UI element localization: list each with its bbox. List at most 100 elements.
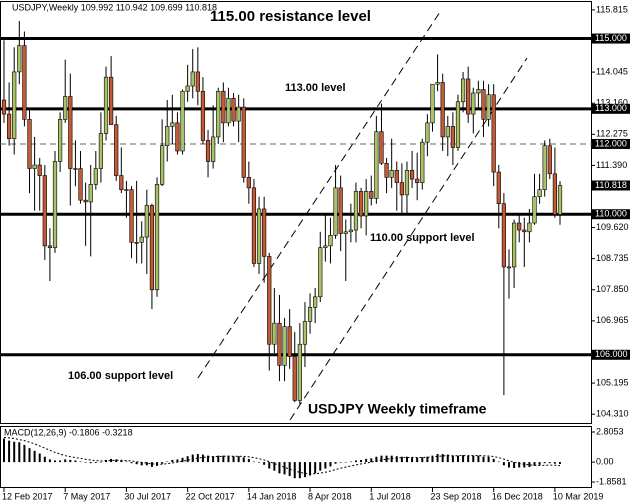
macd-bar [258,462,261,463]
macd-bar [8,440,11,463]
y-tick-label: 105.195 [596,377,629,387]
macd-bar [360,459,363,463]
macd-bar [181,457,184,463]
candle-body [211,136,216,162]
price-label: 110.818 [595,180,627,190]
y-tick-label: 104.310 [596,409,629,419]
candle-body [205,140,211,162]
y-tick-label: 109.620 [596,222,629,232]
macd-bar [263,462,266,465]
macd-bar [43,456,46,463]
candle-body [267,256,272,345]
candle-body [389,170,394,178]
candle-body [297,343,302,401]
price-label-box [592,33,630,44]
candle-body [364,191,369,217]
candle-body [547,145,552,175]
macd-bar [74,460,77,463]
price-label-box [592,103,630,114]
macd-bar [13,441,16,463]
candle-body [496,171,501,204]
candle-body [37,164,42,176]
candle-body [216,90,221,138]
candle-body [134,242,139,244]
candle-body [374,131,379,199]
macd-bar [421,457,424,463]
candle-body [399,182,404,196]
macd-bar [497,461,500,463]
macd-bar [482,456,485,463]
macd-bar [334,462,337,464]
price-label-box [592,349,630,360]
macd-bar [237,456,240,463]
macd-bar [64,459,67,463]
macd-bar [451,455,454,463]
macd-bar [380,455,383,463]
macd-bar [548,462,551,464]
y-tick-label: 115.815 [596,4,628,14]
macd-bar [426,456,429,463]
macd-bar [150,462,153,467]
candle-body [195,71,200,92]
price-label: 112.000 [595,138,627,148]
macd-bar [69,459,72,463]
price-label: 115.000 [595,33,627,43]
macd-bar [120,460,123,463]
macd-bar [528,462,531,467]
macd-bar [492,458,495,463]
macd-bar [523,462,526,468]
macd-bar [400,456,403,463]
candle-body [52,161,58,248]
candle-body [32,164,37,169]
candle-body [22,45,27,120]
candle-body [435,82,440,85]
macd-title: MACD(12,26,9) -0.1806 -0.3218 [4,427,133,437]
macd-panel [0,426,592,488]
candle-body [455,101,461,148]
macd-bar [370,458,373,463]
candle-body [506,266,512,269]
macd-bar [23,444,26,463]
candle-body [313,296,318,308]
macd-bar [533,462,536,466]
macd-bar [329,462,332,467]
macd-bar [212,456,215,463]
candle-body [537,189,542,197]
macd-bar [176,459,179,463]
candle-body [42,175,47,247]
x-tick-label: 1 Jul 2018 [369,491,411,501]
y-tick-label: 112.275 [596,129,628,139]
macd-bar [405,456,408,463]
candle-body [160,145,165,185]
price-label-box [592,209,630,220]
macd-bar [339,462,342,463]
candle-body [292,356,297,401]
x-tick-label: 8 Apr 2018 [308,491,352,501]
macd-bar [207,455,210,463]
macd-bar [247,458,250,463]
candle-body [124,189,129,191]
candle-body [251,187,257,264]
candle-body [409,170,415,180]
macd-bar [135,462,138,465]
macd-bar [349,461,352,463]
y-tick-label: 114.045 [596,66,628,76]
candle-body [440,82,445,138]
y-tick-label: 0.00 [596,456,614,466]
candle-body [7,113,12,139]
candle-body [328,235,333,247]
x-tick-label: 10 Mar 2019 [553,491,604,501]
candle-body [149,205,155,291]
macd-bar [232,456,235,463]
candle-body [129,189,134,243]
x-tick-label: 12 Feb 2017 [2,491,53,501]
x-tick-label: 30 Jul 2017 [124,491,171,501]
macd-bar [344,462,347,463]
channel-line [289,57,528,421]
channel-line [197,11,441,379]
macd-bar [196,454,199,463]
macd-bar [54,460,57,463]
y-tick-label: 113.160 [596,98,628,108]
macd-bar [161,462,164,464]
candle-body [78,168,83,201]
